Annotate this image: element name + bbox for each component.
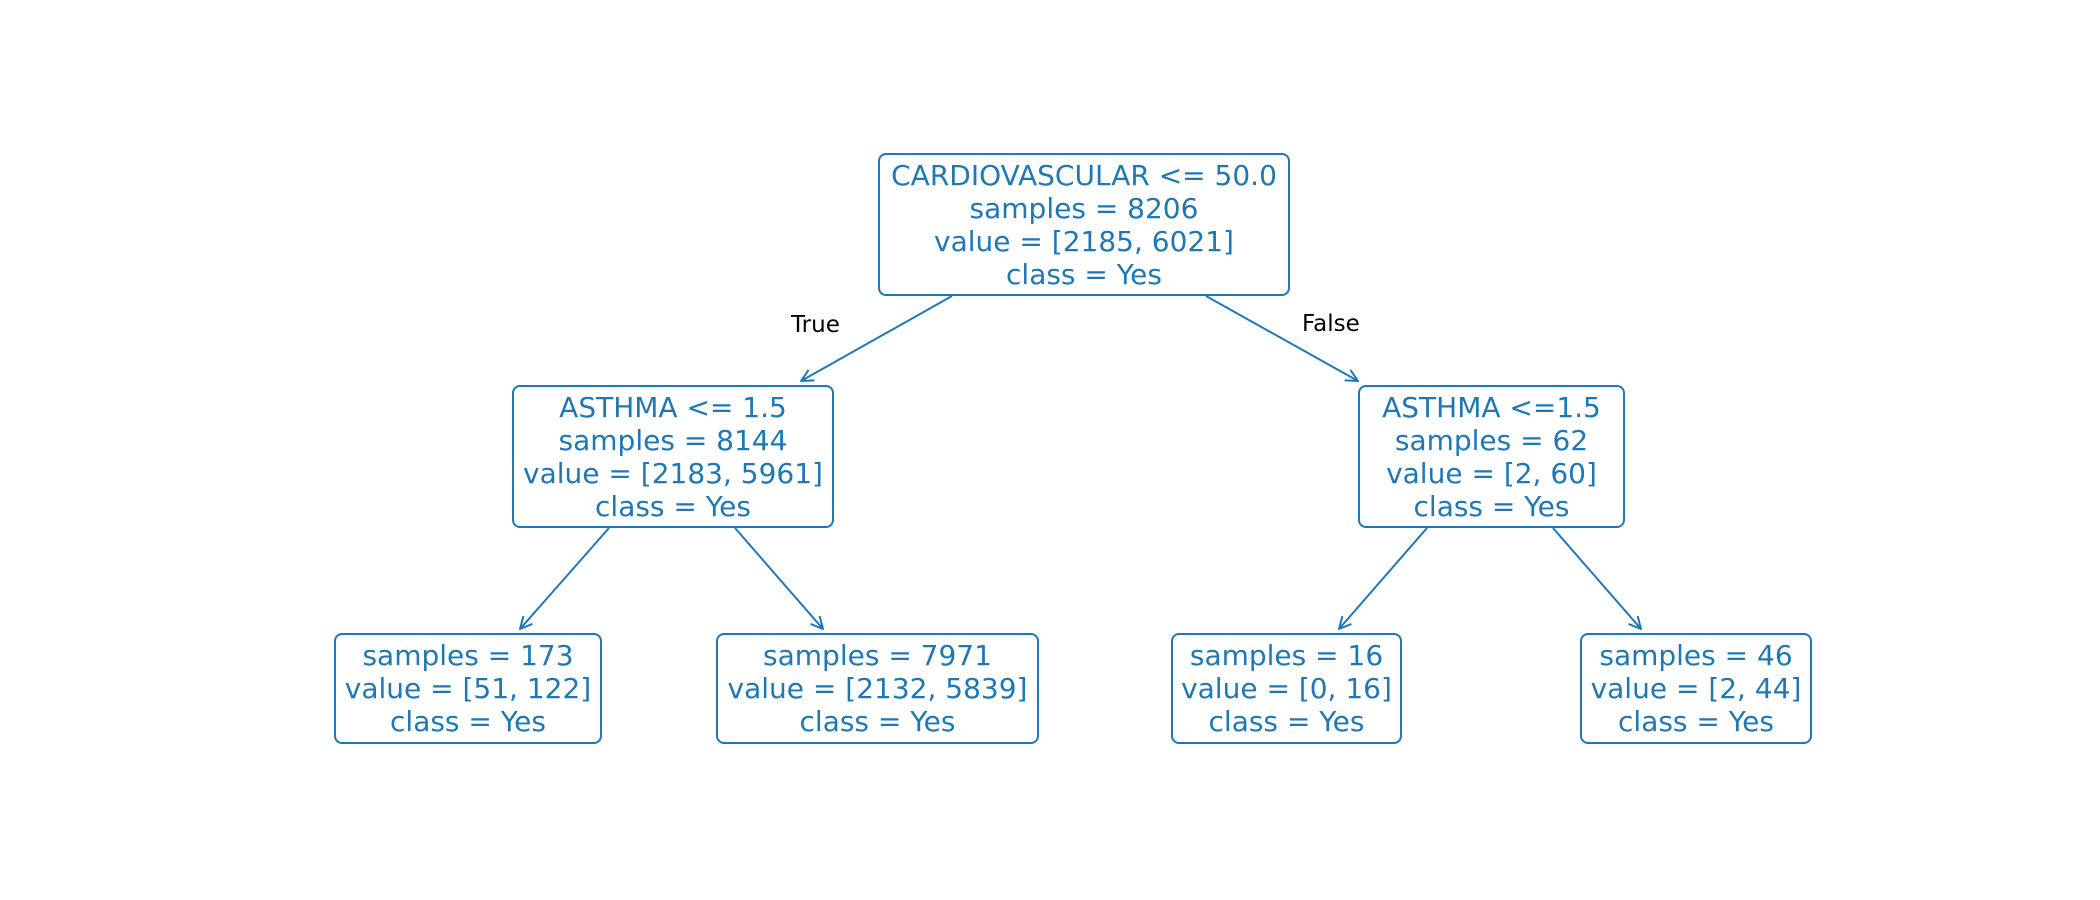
node-value: value = [2, 60] bbox=[1386, 456, 1597, 490]
edge-left-to-leftright bbox=[734, 527, 823, 629]
node-class: class = Yes bbox=[1208, 705, 1365, 738]
node-class: class = Yes bbox=[1413, 489, 1570, 523]
edge-label-true: True bbox=[791, 312, 840, 338]
node-value: value = [2183, 5961] bbox=[523, 456, 823, 490]
node-class: class = Yes bbox=[595, 489, 751, 523]
node-condition: ASTHMA <=1.5 bbox=[1382, 390, 1601, 424]
node-samples: samples = 7971 bbox=[763, 639, 992, 672]
node-condition: CARDIOVASCULAR <= 50.0 bbox=[891, 158, 1277, 192]
node-samples: samples = 8144 bbox=[558, 423, 788, 457]
edge-right-to-rightright bbox=[1552, 527, 1641, 629]
node-class: class = Yes bbox=[390, 705, 546, 738]
edge-label-false: False bbox=[1302, 311, 1360, 337]
node-samples: samples = 46 bbox=[1599, 639, 1793, 672]
node-class: class = Yes bbox=[1618, 705, 1774, 738]
tree-leaf-right-right: samples = 46 value = [2, 44] class = Yes bbox=[1580, 633, 1812, 744]
tree-leaf-left-right: samples = 7971 value = [2132, 5839] clas… bbox=[716, 633, 1039, 744]
node-value: value = [51, 122] bbox=[344, 672, 592, 705]
node-class: class = Yes bbox=[1006, 257, 1162, 291]
node-samples: samples = 8206 bbox=[969, 191, 1199, 225]
tree-leaf-right-left: samples = 16 value = [0, 16] class = Yes bbox=[1171, 633, 1402, 744]
node-value: value = [2, 44] bbox=[1590, 672, 1802, 705]
tree-node-right: ASTHMA <=1.5 samples = 62 value = [2, 60… bbox=[1358, 385, 1625, 528]
node-samples: samples = 16 bbox=[1189, 639, 1384, 672]
node-value: value = [2132, 5839] bbox=[727, 672, 1028, 705]
edge-root-to-left bbox=[801, 295, 953, 381]
node-value: value = [0, 16] bbox=[1181, 672, 1392, 705]
tree-leaf-left-left: samples = 173 value = [51, 122] class = … bbox=[334, 633, 602, 744]
edge-right-to-rightleft bbox=[1339, 527, 1428, 629]
tree-node-root: CARDIOVASCULAR <= 50.0 samples = 8206 va… bbox=[878, 153, 1290, 296]
node-class: class = Yes bbox=[799, 705, 956, 738]
node-value: value = [2185, 6021] bbox=[934, 224, 1234, 258]
edge-root-to-right bbox=[1205, 295, 1358, 381]
edge-left-to-leftleft bbox=[520, 527, 610, 629]
node-condition: ASTHMA <= 1.5 bbox=[559, 390, 787, 424]
node-samples: samples = 173 bbox=[362, 639, 574, 672]
node-samples: samples = 62 bbox=[1394, 423, 1589, 457]
tree-node-left: ASTHMA <= 1.5 samples = 8144 value = [21… bbox=[512, 385, 834, 528]
